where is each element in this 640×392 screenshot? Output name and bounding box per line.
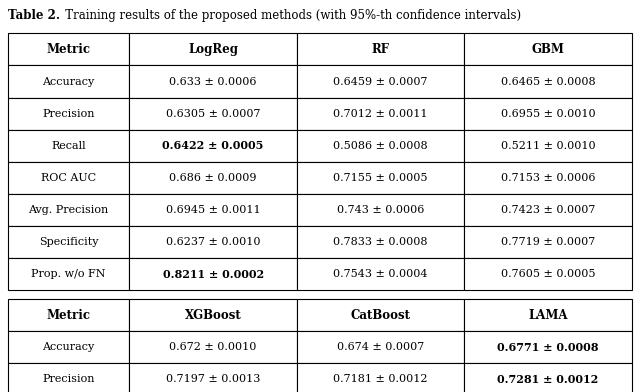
Text: Table 2.: Table 2. [8,9,60,22]
Text: 0.6305 ± 0.0007: 0.6305 ± 0.0007 [166,109,260,119]
Text: 0.7181 ± 0.0012: 0.7181 ± 0.0012 [333,374,428,385]
Text: 0.7719 ± 0.0007: 0.7719 ± 0.0007 [501,237,595,247]
Text: 0.7197 ± 0.0013: 0.7197 ± 0.0013 [166,374,260,385]
Text: Precision: Precision [42,109,95,119]
Text: 0.674 ± 0.0007: 0.674 ± 0.0007 [337,342,424,352]
Text: CatBoost: CatBoost [351,309,411,322]
Text: LogReg: LogReg [188,43,238,56]
Text: Precision: Precision [42,374,95,385]
Text: Accuracy: Accuracy [42,342,95,352]
Text: 0.6459 ± 0.0007: 0.6459 ± 0.0007 [333,76,428,87]
Text: 0.686 ± 0.0009: 0.686 ± 0.0009 [170,173,257,183]
Text: 0.743 ± 0.0006: 0.743 ± 0.0006 [337,205,424,215]
Text: Metric: Metric [47,309,91,322]
Text: Metric: Metric [47,43,91,56]
Text: 0.5086 ± 0.0008: 0.5086 ± 0.0008 [333,141,428,151]
Text: 0.7012 ± 0.0011: 0.7012 ± 0.0011 [333,109,428,119]
Text: 0.7155 ± 0.0005: 0.7155 ± 0.0005 [333,173,428,183]
Text: 0.633 ± 0.0006: 0.633 ± 0.0006 [170,76,257,87]
Text: 0.7543 ± 0.0004: 0.7543 ± 0.0004 [333,269,428,279]
Text: 0.672 ± 0.0010: 0.672 ± 0.0010 [170,342,257,352]
Text: Recall: Recall [51,141,86,151]
Text: 0.7423 ± 0.0007: 0.7423 ± 0.0007 [501,205,595,215]
Text: Prop. w/o FN: Prop. w/o FN [31,269,106,279]
Text: 0.6237 ± 0.0010: 0.6237 ± 0.0010 [166,237,260,247]
Text: 0.6945 ± 0.0011: 0.6945 ± 0.0011 [166,205,260,215]
Text: Training results of the proposed methods (with 95%-th confidence intervals): Training results of the proposed methods… [54,9,521,22]
Text: 0.6771 ± 0.0008: 0.6771 ± 0.0008 [497,342,599,353]
Text: LAMA: LAMA [528,309,568,322]
Text: Accuracy: Accuracy [42,76,95,87]
Text: ROC AUC: ROC AUC [41,173,96,183]
Text: Avg. Precision: Avg. Precision [28,205,109,215]
Text: 0.6955 ± 0.0010: 0.6955 ± 0.0010 [500,109,595,119]
Text: 0.7281 ± 0.0012: 0.7281 ± 0.0012 [497,374,598,385]
Text: XGBoost: XGBoost [185,309,241,322]
Text: 0.7833 ± 0.0008: 0.7833 ± 0.0008 [333,237,428,247]
Text: GBM: GBM [532,43,564,56]
Text: Specificity: Specificity [39,237,99,247]
Text: RF: RF [372,43,390,56]
Text: 0.7605 ± 0.0005: 0.7605 ± 0.0005 [500,269,595,279]
Text: 0.6465 ± 0.0008: 0.6465 ± 0.0008 [500,76,595,87]
Text: 0.8211 ± 0.0002: 0.8211 ± 0.0002 [163,269,264,280]
Text: 0.5211 ± 0.0010: 0.5211 ± 0.0010 [500,141,595,151]
Text: 0.6422 ± 0.0005: 0.6422 ± 0.0005 [163,140,264,151]
Text: 0.7153 ± 0.0006: 0.7153 ± 0.0006 [500,173,595,183]
